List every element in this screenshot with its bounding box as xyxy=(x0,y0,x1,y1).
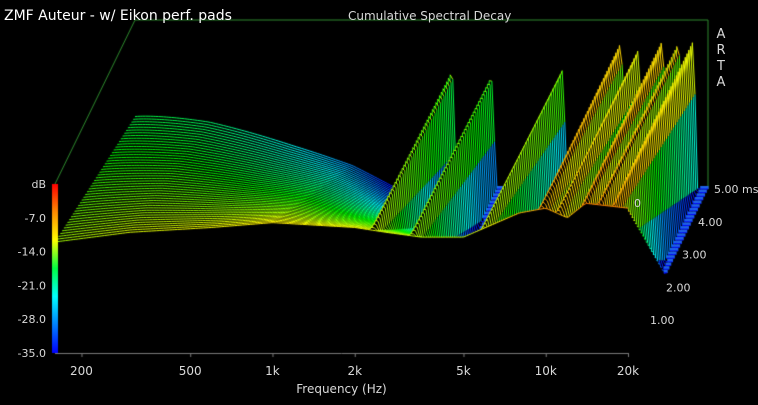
brand-letter: T xyxy=(717,59,725,74)
measurement-title: ZMF Auteur - w/ Eikon perf. pads xyxy=(4,8,232,24)
brand-letter: A xyxy=(716,27,726,42)
brand-letter: A xyxy=(716,75,726,90)
arta-brand-label: A R T A xyxy=(714,27,728,91)
chart-title: Cumulative Spectral Decay xyxy=(348,9,512,23)
brand-letter: R xyxy=(716,43,726,58)
